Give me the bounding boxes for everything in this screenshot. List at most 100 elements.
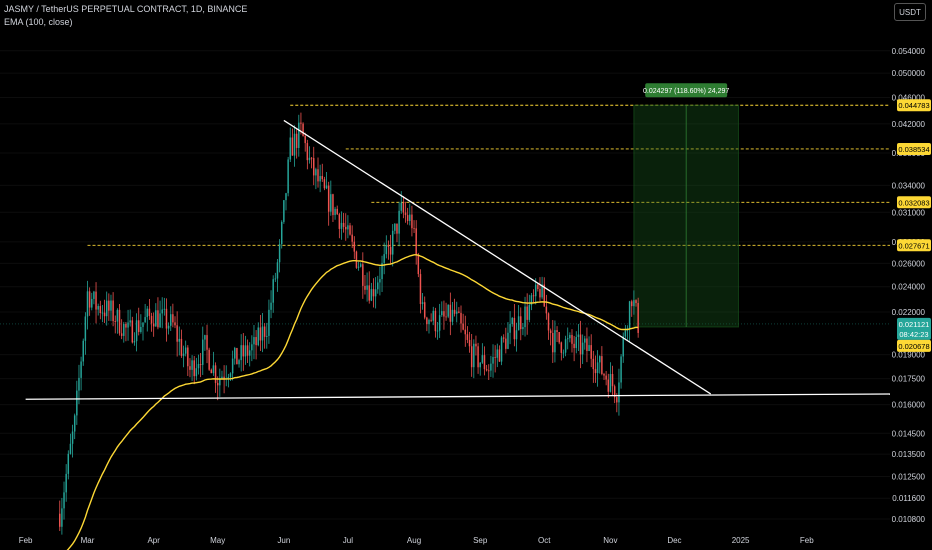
candle — [276, 258, 279, 292]
candle — [366, 272, 368, 302]
candle — [108, 293, 110, 321]
candle — [338, 212, 341, 239]
candle — [598, 355, 601, 374]
candle — [246, 339, 249, 364]
candle — [63, 481, 65, 520]
candle — [445, 302, 447, 321]
candle — [210, 368, 213, 374]
projection-box[interactable]: 0.024297 (118.60%) 24,297 — [633, 83, 739, 328]
candle — [315, 167, 317, 190]
candle — [470, 333, 473, 377]
candle — [274, 272, 277, 282]
candle — [560, 341, 563, 361]
candle — [573, 335, 575, 362]
y-tick-label: 0.012500 — [892, 472, 926, 481]
candle — [142, 322, 144, 341]
candle — [116, 308, 119, 334]
candle — [466, 326, 469, 344]
candle — [234, 346, 236, 365]
candle — [513, 304, 516, 347]
candle — [351, 225, 353, 249]
candle — [607, 373, 610, 398]
price-level-value: 0.038534 — [898, 145, 929, 154]
ema-value: 0.020678 — [898, 342, 929, 351]
candle — [302, 122, 304, 137]
candle — [594, 355, 597, 383]
candle — [131, 316, 134, 344]
x-tick-label: Oct — [538, 536, 551, 545]
candle — [549, 328, 552, 346]
candle — [406, 207, 409, 225]
candle — [227, 373, 230, 388]
candle — [319, 164, 321, 193]
candle — [229, 372, 232, 381]
horizontal-support-line[interactable] — [25, 393, 891, 400]
candle — [148, 298, 151, 320]
y-tick-label: 0.022000 — [892, 308, 926, 317]
price-level-lines — [0, 104, 890, 325]
candle — [283, 200, 285, 224]
candle — [581, 334, 584, 364]
candle — [144, 303, 146, 323]
candle — [263, 323, 266, 349]
candle — [120, 319, 123, 340]
candle — [485, 364, 488, 372]
candle — [214, 362, 217, 393]
indicator-legend[interactable]: EMA (100, close) — [4, 17, 73, 27]
candle — [135, 313, 138, 352]
candle — [411, 205, 413, 237]
candle — [532, 289, 535, 304]
candle — [251, 335, 253, 362]
candle — [462, 313, 464, 331]
candle — [389, 234, 392, 265]
candle — [157, 297, 159, 330]
candle — [588, 336, 590, 352]
candle — [370, 282, 373, 302]
x-tick-label: Dec — [667, 536, 681, 545]
candle — [579, 320, 582, 369]
x-tick-label: Apr — [147, 536, 160, 545]
candle — [323, 176, 326, 191]
candle — [216, 376, 219, 401]
descending-resistance-line[interactable] — [283, 119, 712, 395]
candle — [180, 329, 183, 358]
candle — [511, 316, 513, 327]
candle — [197, 354, 200, 375]
candle — [317, 157, 319, 188]
candle — [182, 345, 185, 368]
currency-button[interactable]: USDT — [894, 3, 926, 21]
candle — [310, 157, 313, 169]
candle — [596, 350, 599, 387]
candle — [82, 338, 84, 366]
candle — [184, 340, 187, 357]
time-axis[interactable]: Feb Mar Apr May Jun Jul Aug Sep Oct Nov Dec 2025 Feb — [19, 536, 814, 545]
candle — [342, 212, 345, 233]
candle — [327, 181, 330, 226]
candle-countdown: 08:42:23 — [899, 330, 928, 339]
symbol-title: JASMY / TetherUS PERPETUAL CONTRACT, 1D,… — [4, 4, 248, 14]
price-axis[interactable]: 0.0540000.0500000.0460000.0420000.038000… — [892, 47, 931, 524]
candle — [468, 331, 471, 353]
candle — [169, 306, 172, 331]
candle — [637, 297, 639, 338]
candle — [618, 368, 620, 416]
candle — [558, 331, 560, 345]
ema-100-line — [66, 254, 639, 550]
trendlines[interactable] — [25, 119, 891, 400]
candle — [195, 357, 198, 381]
projection-label: 0.024297 (118.60%) 24,297 — [643, 88, 729, 95]
candle — [101, 305, 104, 323]
candle — [419, 269, 422, 314]
candle — [426, 316, 428, 332]
candle — [515, 322, 518, 352]
candle — [206, 324, 208, 364]
candle — [231, 350, 234, 381]
price-level-tag — [897, 99, 931, 112]
candle — [272, 275, 274, 313]
candle — [114, 315, 116, 334]
y-tick-label: 0.026000 — [892, 259, 926, 268]
candle — [385, 235, 388, 259]
candle — [91, 292, 93, 311]
candle — [537, 283, 539, 292]
